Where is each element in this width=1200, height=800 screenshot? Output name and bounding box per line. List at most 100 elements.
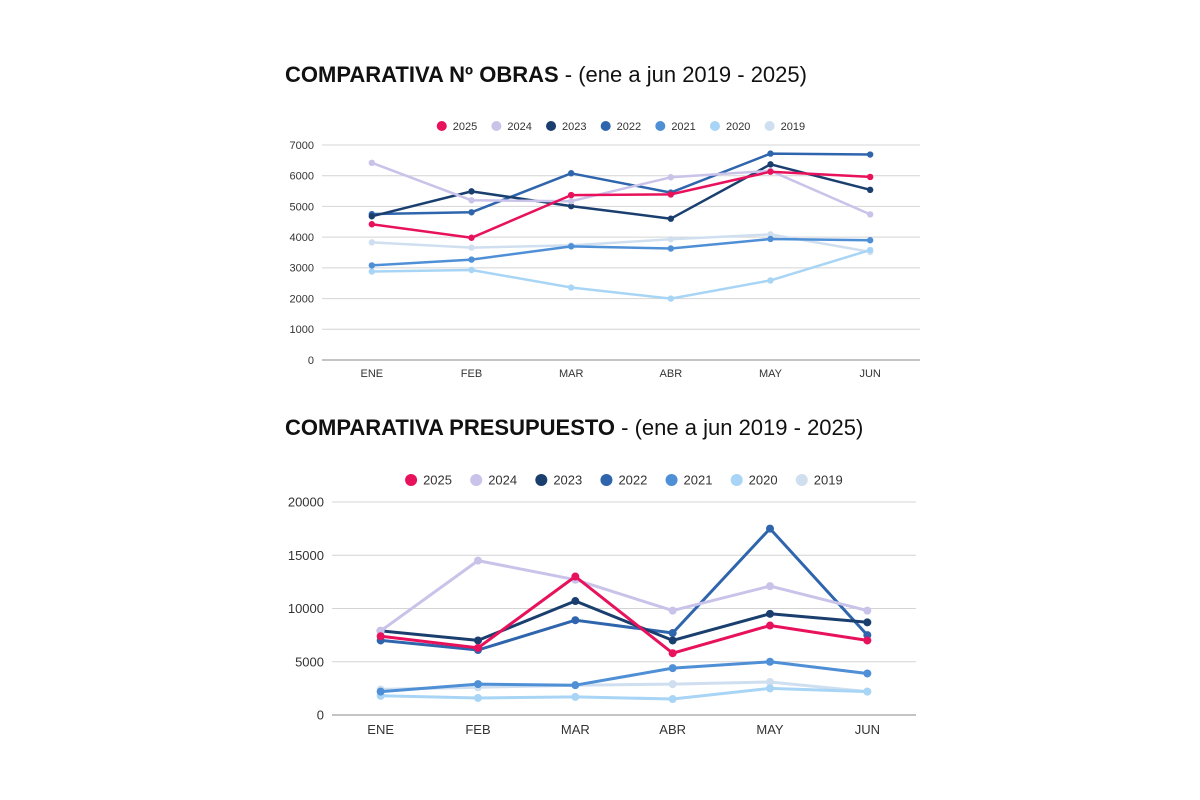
- legend-label: 2021: [684, 473, 713, 488]
- legend-swatch: [665, 474, 678, 486]
- chart-title: COMPARATIVA PRESUPUESTO - (ene a jun 201…: [285, 415, 863, 441]
- data-point-2019: [468, 244, 475, 251]
- series-line-2022: [370, 152, 872, 216]
- data-point-2023: [766, 609, 774, 618]
- data-point-2024: [668, 606, 677, 615]
- legend-swatch: [600, 121, 611, 131]
- series-line-2024: [379, 559, 869, 633]
- y-tick-label: 2000: [290, 293, 314, 305]
- data-point-2021: [767, 235, 774, 243]
- legend-item-2025: 2025: [436, 121, 477, 133]
- data-point-2024: [468, 197, 475, 204]
- legend-item-2023: 2023: [546, 121, 587, 133]
- data-point-2023: [668, 636, 677, 645]
- data-point-2021: [571, 681, 580, 690]
- data-point-2020: [668, 695, 677, 704]
- legend-swatch: [709, 121, 720, 131]
- legend-swatch: [764, 121, 775, 131]
- y-tick-label: 6000: [290, 171, 314, 183]
- data-point-2019: [368, 239, 376, 246]
- legend-item-2025: 2025: [405, 473, 452, 488]
- legend-label: 2025: [423, 473, 452, 488]
- legend-label: 2024: [488, 473, 517, 488]
- data-point-2020: [863, 687, 872, 696]
- y-tick-label: 0: [308, 355, 314, 367]
- title-main: COMPARATIVA Nº OBRAS: [285, 62, 559, 87]
- data-point-2025: [667, 191, 675, 198]
- data-point-2022: [468, 209, 475, 216]
- data-point-2025: [866, 173, 874, 181]
- data-point-2021: [667, 245, 675, 252]
- data-point-2024: [667, 174, 675, 181]
- data-point-2020: [571, 692, 580, 701]
- series-line-2024: [370, 161, 872, 216]
- legend-item-2024: 2024: [470, 473, 517, 488]
- x-tick-label: MAR: [561, 722, 590, 737]
- y-tick-label: 0: [317, 708, 324, 723]
- y-tick-label: 1000: [290, 324, 314, 336]
- legend-label: 2025: [453, 121, 477, 133]
- legend-item-2019: 2019: [764, 121, 805, 133]
- series-line-2025: [370, 170, 872, 240]
- legend-swatch: [730, 474, 743, 486]
- x-tick-label: MAY: [759, 368, 783, 380]
- legend-swatch: [655, 121, 666, 131]
- data-point-2021: [567, 243, 575, 250]
- data-point-2024: [368, 159, 376, 167]
- y-tick-label: 10000: [288, 601, 324, 616]
- chart-presupuesto-svg: 0 5000 10000 15000 20000 ENE FEB MAR ABR MAY JUN 20…: [288, 473, 916, 737]
- y-tick-label: 7000: [290, 140, 314, 152]
- series-line-2020: [370, 248, 872, 300]
- data-point-2020: [767, 277, 774, 284]
- legend-swatch: [436, 121, 447, 131]
- data-point-2023: [667, 215, 675, 222]
- legend-swatch: [405, 474, 418, 486]
- data-point-2022: [767, 150, 774, 157]
- data-point-2025: [571, 572, 580, 581]
- legend-item-2024: 2024: [491, 121, 532, 133]
- data-point-2023: [866, 186, 874, 194]
- x-tick-label: ABR: [659, 722, 686, 737]
- legend-label: 2022: [618, 473, 647, 488]
- title-subtitle: - (ene a jun 2019 - 2025): [621, 415, 864, 440]
- x-tick-label: ABR: [660, 368, 683, 380]
- series-line-2023: [379, 599, 869, 642]
- legend-label: 2020: [726, 121, 750, 133]
- data-point-2023: [863, 618, 872, 627]
- data-point-2023: [468, 188, 475, 195]
- data-point-2021: [474, 680, 482, 689]
- data-point-2023: [767, 161, 774, 168]
- data-point-2022: [668, 628, 677, 637]
- x-tick-label: MAR: [559, 368, 584, 380]
- series-line-2023: [370, 163, 872, 220]
- data-point-2024: [863, 606, 872, 615]
- legend-label: 2021: [671, 121, 695, 133]
- chart-presupuesto: COMPARATIVA PRESUPUESTO - (ene a jun 201…: [0, 410, 1200, 750]
- data-point-2020: [474, 693, 482, 702]
- series-line-2021: [379, 660, 869, 694]
- data-point-2021: [376, 687, 385, 696]
- x-tick-label: FEB: [465, 722, 490, 737]
- data-point-2021: [468, 256, 475, 263]
- data-point-2023: [474, 636, 482, 645]
- series-line-2021: [370, 237, 872, 267]
- data-point-2021: [766, 657, 774, 666]
- legend-label: 2023: [562, 121, 586, 133]
- legend-swatch: [535, 474, 548, 486]
- title-main: COMPARATIVA PRESUPUESTO: [285, 415, 616, 440]
- title-subtitle: - (ene a jun 2019 - 2025): [564, 62, 807, 87]
- data-point-2021: [668, 664, 677, 673]
- data-point-2020: [667, 295, 675, 302]
- chart-title: COMPARATIVA Nº OBRAS - (ene a jun 2019 -…: [285, 62, 807, 88]
- series-line-2025: [379, 575, 869, 655]
- legend-label: 2024: [507, 121, 531, 133]
- legend-item-2021: 2021: [655, 121, 696, 133]
- data-point-2020: [567, 284, 575, 291]
- data-point-2025: [468, 234, 475, 241]
- x-tick-label: JUN: [859, 368, 880, 380]
- legend-swatch: [795, 474, 808, 486]
- data-point-2020: [766, 684, 774, 693]
- data-point-2021: [368, 262, 376, 269]
- data-point-2022: [571, 616, 580, 625]
- data-point-2022: [766, 524, 774, 533]
